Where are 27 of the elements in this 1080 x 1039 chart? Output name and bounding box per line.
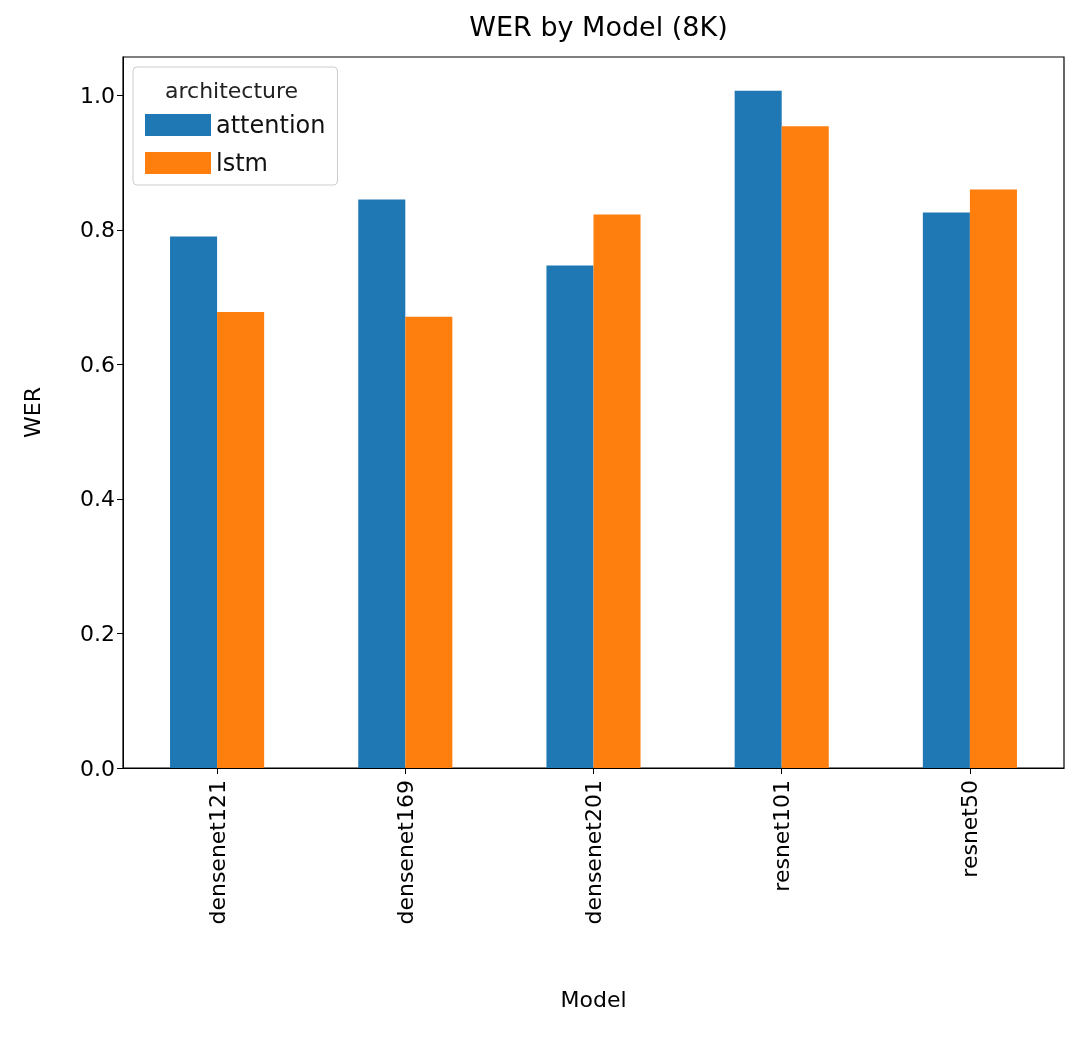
bar	[170, 236, 218, 768]
y-tick-label: 0.6	[80, 351, 115, 377]
y-tick-label: 0.0	[80, 755, 115, 781]
x-tick-label: resnet50	[957, 780, 983, 878]
bar	[922, 212, 970, 768]
bar	[734, 90, 782, 768]
x-tick-label: densenet121	[204, 780, 230, 925]
legend-label: attention	[216, 111, 326, 139]
x-axis-title: Model	[560, 986, 627, 1012]
chart-title: WER by Model (8K)	[469, 11, 728, 42]
legend-label: lstm	[216, 149, 268, 177]
y-tick-label: 0.8	[80, 217, 115, 243]
bar	[405, 316, 453, 768]
bar	[781, 126, 829, 768]
y-tick-label: 0.2	[80, 620, 115, 646]
bar	[546, 265, 594, 768]
bar	[358, 199, 406, 768]
y-axis-title: WER	[19, 387, 45, 438]
x-tick-label: densenet201	[581, 780, 606, 925]
bar	[217, 311, 265, 768]
bar	[593, 214, 641, 768]
y-tick-label: 0.4	[80, 486, 115, 512]
y-tick-label: 1.0	[80, 82, 115, 108]
bar	[969, 189, 1017, 768]
x-tick-label: densenet169	[392, 780, 418, 925]
x-tick-label: resnet101	[769, 780, 795, 892]
legend-title: architecture	[165, 77, 299, 103]
